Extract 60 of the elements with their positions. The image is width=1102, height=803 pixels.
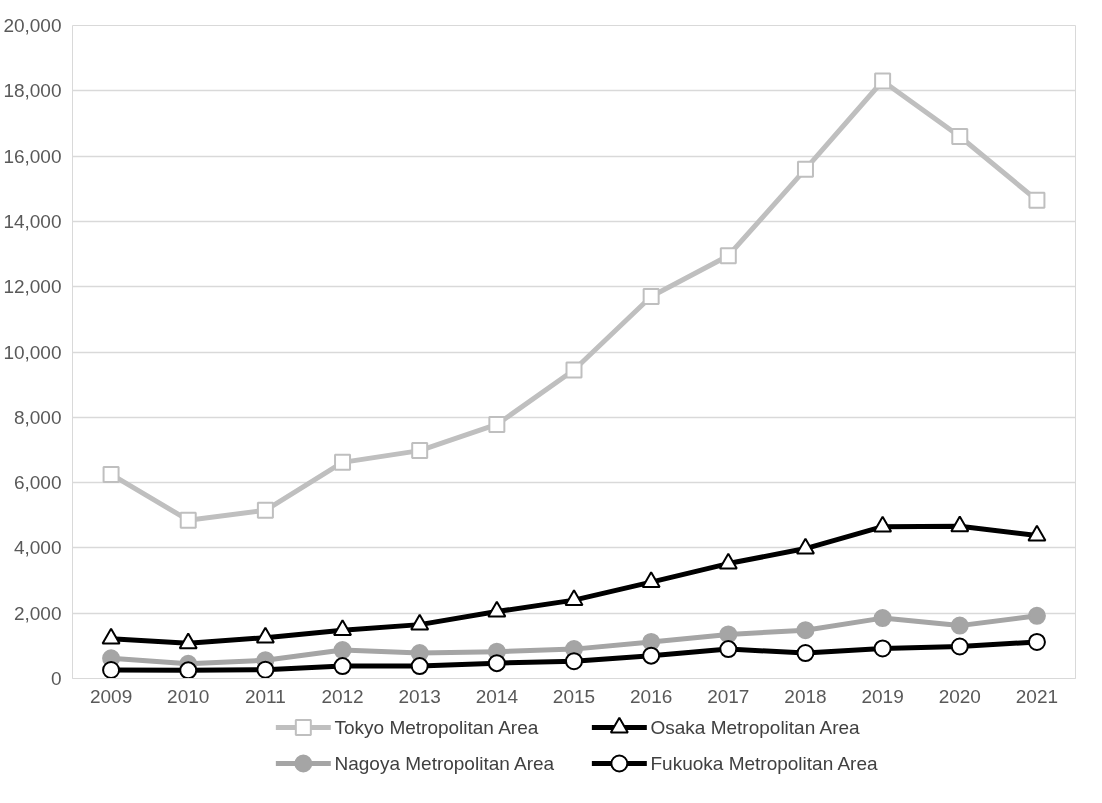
y-tick-label: 16,000: [3, 145, 62, 167]
point: [102, 465, 120, 483]
x-tick-label: 2013: [398, 685, 441, 707]
x-tick-label: 2017: [707, 685, 750, 707]
point: [1027, 606, 1046, 625]
x-tick-label: 2020: [938, 685, 981, 707]
point: [565, 652, 583, 671]
y-tick-label: 14,000: [3, 210, 62, 232]
y-tick-label: 20,000: [3, 15, 62, 36]
x-tick-label: 2010: [167, 685, 210, 707]
point: [333, 641, 352, 660]
point: [411, 442, 429, 460]
point: [796, 644, 815, 663]
point: [951, 128, 969, 146]
point: [333, 657, 352, 676]
y-tick-label: 10,000: [3, 341, 62, 363]
point: [256, 501, 274, 519]
point: [487, 654, 506, 673]
legend-label: Nagoya Metropolitan Area: [334, 753, 555, 774]
x-tick-label: 2018: [784, 685, 827, 707]
y-tick-label: 12,000: [3, 276, 62, 298]
point: [410, 657, 429, 676]
point: [950, 616, 969, 635]
x-tick-label: 2019: [861, 685, 904, 707]
y-tick-label: 0: [50, 668, 62, 689]
point: [874, 72, 892, 90]
point: [179, 511, 197, 529]
x-tick-label: 2011: [244, 685, 286, 707]
point: [334, 453, 352, 471]
y-tick-label: 2,000: [13, 602, 62, 624]
x-tick-label: 2016: [630, 685, 673, 707]
point: [488, 415, 506, 433]
point: [102, 661, 121, 679]
point: [179, 661, 198, 679]
x-tick-label: 2009: [89, 685, 133, 707]
point: [796, 621, 815, 640]
point: [256, 660, 275, 679]
y-tick-label: 8,000: [13, 406, 62, 428]
x-tick-label: 2014: [475, 685, 519, 707]
point: [796, 160, 814, 178]
point: [719, 625, 738, 644]
y-tick-label: 18,000: [3, 80, 62, 102]
x-tick-label: 2012: [321, 685, 364, 707]
point: [642, 287, 660, 305]
y-tick-label: 4,000: [13, 537, 62, 559]
legend-label: Tokyo Metropolitan Area: [334, 717, 539, 738]
point: [873, 639, 892, 658]
point: [565, 361, 583, 379]
point: [950, 637, 969, 656]
x-tick-label: 2015: [552, 685, 596, 707]
point: [642, 646, 661, 665]
point: [873, 609, 892, 628]
y-tick-label: 6,000: [13, 472, 62, 494]
x-tick-label: 2021: [1015, 685, 1059, 707]
legend-label: Fukuoka Metropolitan Area: [650, 753, 878, 774]
point: [1028, 191, 1046, 209]
point: [1027, 632, 1046, 651]
point: [719, 640, 738, 659]
legend-label: Osaka Metropolitan Area: [650, 717, 861, 738]
point: [719, 247, 737, 265]
